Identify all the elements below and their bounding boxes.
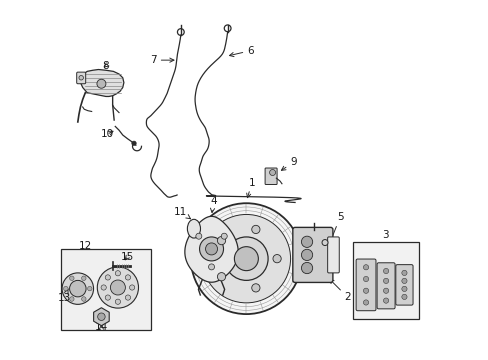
Bar — [352, 242, 418, 319]
Text: 4: 4 — [210, 196, 216, 212]
Circle shape — [115, 299, 120, 304]
Text: 1: 1 — [246, 177, 255, 198]
Circle shape — [87, 286, 92, 291]
Circle shape — [190, 203, 301, 314]
FancyBboxPatch shape — [292, 228, 332, 283]
Text: 6: 6 — [229, 46, 253, 57]
Circle shape — [205, 243, 217, 255]
Circle shape — [401, 294, 406, 300]
FancyBboxPatch shape — [77, 72, 85, 84]
Circle shape — [383, 278, 388, 284]
Circle shape — [401, 270, 406, 275]
Text: 11: 11 — [174, 207, 190, 219]
Circle shape — [105, 295, 110, 300]
Circle shape — [383, 298, 388, 303]
Circle shape — [62, 273, 93, 304]
Bar — [61, 249, 151, 330]
Circle shape — [125, 275, 130, 280]
Circle shape — [383, 269, 388, 274]
Circle shape — [383, 288, 388, 293]
Circle shape — [81, 297, 86, 301]
Text: 2: 2 — [329, 279, 350, 302]
FancyBboxPatch shape — [264, 168, 277, 184]
FancyBboxPatch shape — [327, 237, 339, 273]
Circle shape — [105, 275, 110, 280]
Circle shape — [217, 237, 225, 245]
Circle shape — [401, 278, 406, 284]
Circle shape — [251, 225, 260, 234]
Circle shape — [301, 236, 312, 247]
Circle shape — [63, 286, 68, 291]
Circle shape — [401, 286, 406, 292]
Text: 9: 9 — [281, 157, 296, 170]
Text: 10: 10 — [101, 129, 114, 139]
Circle shape — [234, 247, 258, 271]
Circle shape — [363, 288, 368, 293]
Circle shape — [251, 284, 260, 292]
Circle shape — [115, 271, 120, 276]
Circle shape — [363, 265, 368, 270]
Circle shape — [269, 170, 275, 176]
Circle shape — [79, 76, 83, 80]
Text: 8: 8 — [102, 61, 109, 71]
Circle shape — [129, 285, 135, 290]
Circle shape — [125, 295, 130, 300]
FancyBboxPatch shape — [395, 265, 412, 305]
Circle shape — [110, 280, 125, 295]
Text: 3: 3 — [382, 230, 388, 240]
Circle shape — [195, 233, 202, 239]
FancyBboxPatch shape — [355, 259, 375, 311]
Text: 5: 5 — [328, 212, 343, 244]
Text: 13: 13 — [57, 289, 70, 303]
Circle shape — [97, 79, 106, 88]
Circle shape — [221, 233, 227, 239]
Polygon shape — [184, 216, 238, 282]
Circle shape — [101, 285, 106, 290]
Circle shape — [69, 280, 86, 297]
Circle shape — [98, 313, 105, 320]
Text: 12: 12 — [79, 240, 92, 251]
Circle shape — [301, 262, 312, 274]
Circle shape — [199, 237, 223, 261]
Circle shape — [363, 276, 368, 282]
Circle shape — [131, 141, 136, 145]
Circle shape — [322, 239, 327, 246]
FancyBboxPatch shape — [376, 263, 394, 309]
Circle shape — [272, 255, 281, 263]
Circle shape — [224, 237, 267, 280]
Circle shape — [81, 276, 86, 280]
Circle shape — [69, 297, 74, 301]
Circle shape — [208, 264, 214, 270]
Circle shape — [202, 215, 290, 303]
Circle shape — [97, 267, 138, 308]
Circle shape — [217, 273, 225, 281]
Text: 7: 7 — [150, 55, 174, 65]
Circle shape — [363, 300, 368, 305]
Ellipse shape — [187, 219, 200, 238]
Text: 14: 14 — [95, 322, 108, 332]
Circle shape — [301, 249, 312, 261]
Text: 15: 15 — [121, 252, 134, 262]
Circle shape — [69, 276, 74, 280]
Polygon shape — [80, 69, 123, 96]
